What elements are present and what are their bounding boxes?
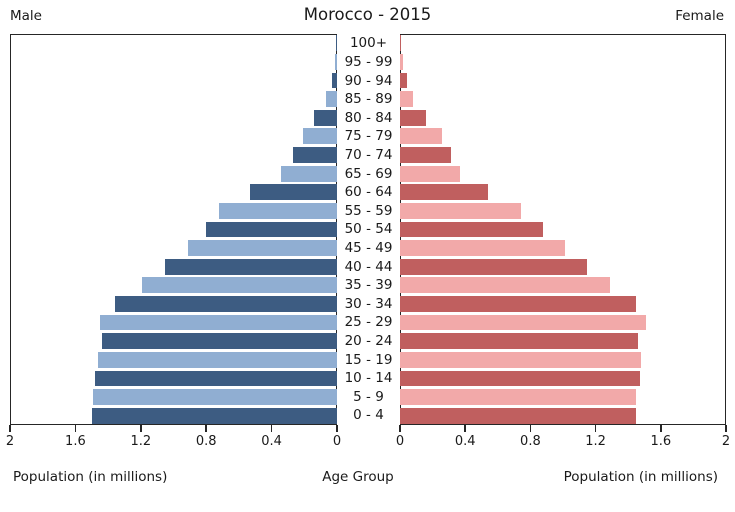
- bar-female-5-9: [400, 389, 637, 405]
- age-label-60-64: 60 - 64: [344, 184, 393, 201]
- age-label-0-4: 0 - 4: [353, 407, 384, 424]
- bar-female-70-74: [400, 147, 451, 163]
- bar-female-90-94: [400, 72, 407, 89]
- tick-label-0: 0: [395, 434, 405, 449]
- bar-male-30-34: [114, 296, 337, 312]
- age-label-85-89: 85 - 89: [344, 91, 393, 108]
- bar-male-35-39: [142, 277, 337, 294]
- tick-mark-1.6: [74, 425, 77, 432]
- tick-label-0.8: 0.8: [520, 434, 541, 449]
- age-label-55-59: 55 - 59: [344, 202, 393, 219]
- tick-mark-1.6: [660, 425, 662, 432]
- tick-mark-2: [9, 425, 11, 432]
- bar-male-50-54: [206, 221, 337, 238]
- bar-female-50-54: [400, 221, 544, 238]
- tick-mark-0: [336, 425, 338, 432]
- bar-female-20-24: [400, 333, 638, 350]
- bar-male-75-79: [302, 128, 337, 145]
- bar-female-45-49: [400, 240, 565, 257]
- age-group-labels-column: 100+ 95 - 99 90 - 94 85 - 89 80 - 84 75 - 79 7…: [337, 34, 400, 425]
- age-label-10-14: 10 - 14: [344, 370, 393, 387]
- bar-female-55-59: [400, 202, 521, 219]
- tick-label-2: 2: [5, 434, 15, 449]
- tick-mark-0: [399, 425, 401, 432]
- bar-female-95-99: [400, 54, 404, 70]
- bar-male-0-4: [91, 407, 337, 424]
- male-bars-panel: [10, 34, 337, 425]
- female-bars-panel: [400, 34, 726, 425]
- age-label-15-19: 15 - 19: [344, 351, 393, 368]
- age-group-axis-title: Age Group: [322, 469, 394, 485]
- age-label-90-94: 90 - 94: [344, 72, 393, 89]
- bar-male-20-24: [101, 333, 337, 350]
- tick-mark-0.8: [205, 425, 207, 432]
- bar-male-5-9: [93, 389, 337, 405]
- bar-female-35-39: [400, 277, 611, 294]
- age-label-65-69: 65 - 69: [344, 165, 393, 182]
- age-label-35-39: 35 - 39: [344, 277, 393, 294]
- tick-label-0.4: 0.4: [454, 434, 476, 449]
- tick-label-1.2: 1.2: [585, 434, 606, 449]
- age-label-25-29: 25 - 29: [344, 314, 393, 331]
- tick-mark-0.8: [529, 425, 532, 432]
- tick-label-1.6: 1.6: [65, 434, 86, 449]
- bar-female-80-84: [400, 109, 427, 126]
- bar-male-80-84: [314, 109, 337, 126]
- bar-male-45-49: [188, 240, 337, 257]
- tick-label-0: 0: [332, 434, 342, 449]
- bar-male-60-64: [250, 184, 337, 201]
- age-label-75-79: 75 - 79: [344, 128, 393, 145]
- tick-label-0.4: 0.4: [261, 434, 282, 449]
- bar-male-15-19: [98, 351, 337, 368]
- male-axis-title: Population (in millions): [13, 469, 168, 485]
- bar-female-10-14: [400, 370, 640, 387]
- female-x-axis: 0 0.4 0.8 1.2 1.6 2: [396, 425, 730, 455]
- female-axis-title: Population (in millions): [563, 469, 718, 485]
- male-side-label: Male: [10, 8, 42, 24]
- bar-female-65-69: [400, 165, 461, 182]
- chart-title: Morocco - 2015: [303, 5, 432, 24]
- tick-mark-2: [725, 425, 727, 432]
- bar-female-40-44: [400, 258, 588, 275]
- bar-female-30-34: [400, 296, 637, 312]
- age-label-95-99: 95 - 99: [344, 53, 393, 70]
- bar-female-60-64: [400, 184, 489, 201]
- tick-mark-0.4: [464, 425, 466, 432]
- tick-mark-1.2: [140, 425, 142, 432]
- bar-female-0-4: [400, 407, 637, 424]
- age-label-80-84: 80 - 84: [344, 109, 393, 126]
- age-label-5-9: 5 - 9: [353, 388, 384, 405]
- age-label-50-54: 50 - 54: [344, 221, 393, 238]
- bar-male-40-44: [165, 258, 337, 275]
- age-label-100+: 100+: [349, 35, 388, 52]
- female-side-label: Female: [675, 8, 724, 24]
- bar-female-25-29: [400, 314, 647, 331]
- tick-label-2: 2: [721, 434, 731, 449]
- bar-male-55-59: [219, 202, 337, 219]
- age-label-45-49: 45 - 49: [344, 240, 393, 256]
- age-label-70-74: 70 - 74: [344, 146, 393, 163]
- bar-male-70-74: [292, 147, 337, 163]
- bar-female-85-89: [400, 91, 414, 108]
- tick-mark-0.4: [270, 425, 273, 432]
- age-label-40-44: 40 - 44: [344, 258, 393, 275]
- bar-male-25-29: [99, 314, 337, 331]
- bar-female-100+: [400, 35, 401, 52]
- age-label-30-34: 30 - 34: [344, 295, 393, 312]
- bar-male-85-89: [325, 91, 337, 108]
- tick-label-1.6: 1.6: [650, 434, 672, 449]
- bar-male-10-14: [95, 370, 337, 387]
- tick-label-0.8: 0.8: [195, 434, 217, 449]
- bar-male-100+: [336, 35, 337, 52]
- male-x-axis: 2 1.6 1.2 0.8 0.4 0: [6, 425, 341, 455]
- tick-label-1.2: 1.2: [130, 434, 152, 449]
- bar-male-95-99: [335, 54, 337, 70]
- bar-female-15-19: [400, 351, 642, 368]
- tick-mark-1.2: [594, 425, 597, 432]
- bar-male-65-69: [281, 165, 337, 182]
- bar-male-90-94: [332, 72, 337, 89]
- age-label-20-24: 20 - 24: [344, 333, 393, 350]
- bar-female-75-79: [400, 128, 443, 145]
